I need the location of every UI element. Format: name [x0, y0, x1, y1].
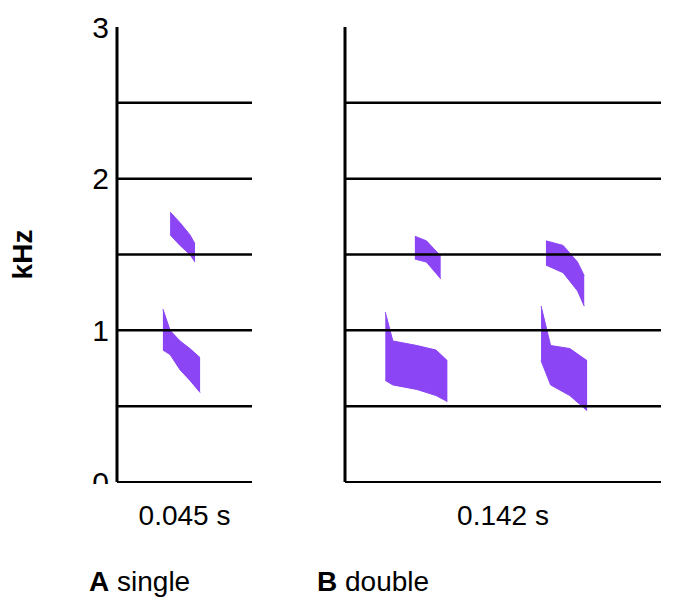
svg-text:2: 2 [92, 162, 109, 195]
svg-text:0: 0 [92, 466, 109, 484]
html-text:0.142 s: 0.142 s [457, 500, 549, 531]
html-text:0.045 s: 0.045 s [138, 500, 231, 531]
svg-text:kHz: kHz [7, 230, 38, 280]
svg-text:3: 3 [92, 11, 109, 44]
html-text:A single: A single [89, 566, 191, 597]
html-text:B double: B double [317, 566, 430, 597]
svg-text:1: 1 [92, 314, 109, 347]
